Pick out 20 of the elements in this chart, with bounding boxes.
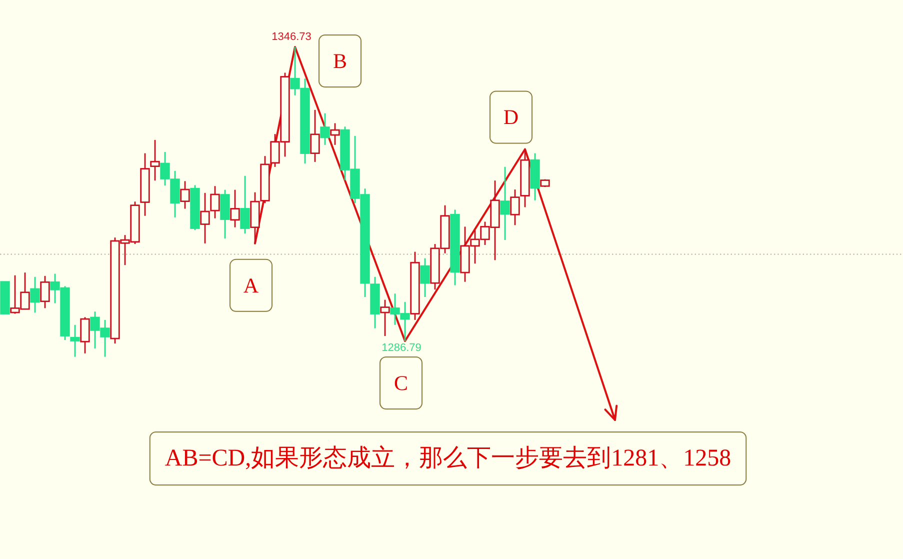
annotation: B (332, 49, 348, 73)
candlestick (420, 258, 430, 298)
candlestick (240, 175, 250, 234)
candlestick (230, 189, 240, 228)
candlestick (500, 166, 510, 241)
candlestick (330, 122, 340, 146)
annotation: D (503, 105, 519, 130)
candlestick (40, 275, 50, 309)
annotation: A (243, 273, 260, 298)
candlestick (380, 299, 390, 337)
candlestick (80, 316, 90, 354)
candlestick (310, 109, 320, 163)
candlestick (510, 188, 520, 226)
candlestick (320, 112, 330, 146)
annotation: 1346.73 (272, 31, 312, 43)
candlestick (150, 139, 160, 182)
candlestick (70, 324, 80, 358)
candlestick (30, 276, 40, 314)
candlestick (180, 180, 190, 210)
annotation: 1286.79 (382, 342, 422, 354)
